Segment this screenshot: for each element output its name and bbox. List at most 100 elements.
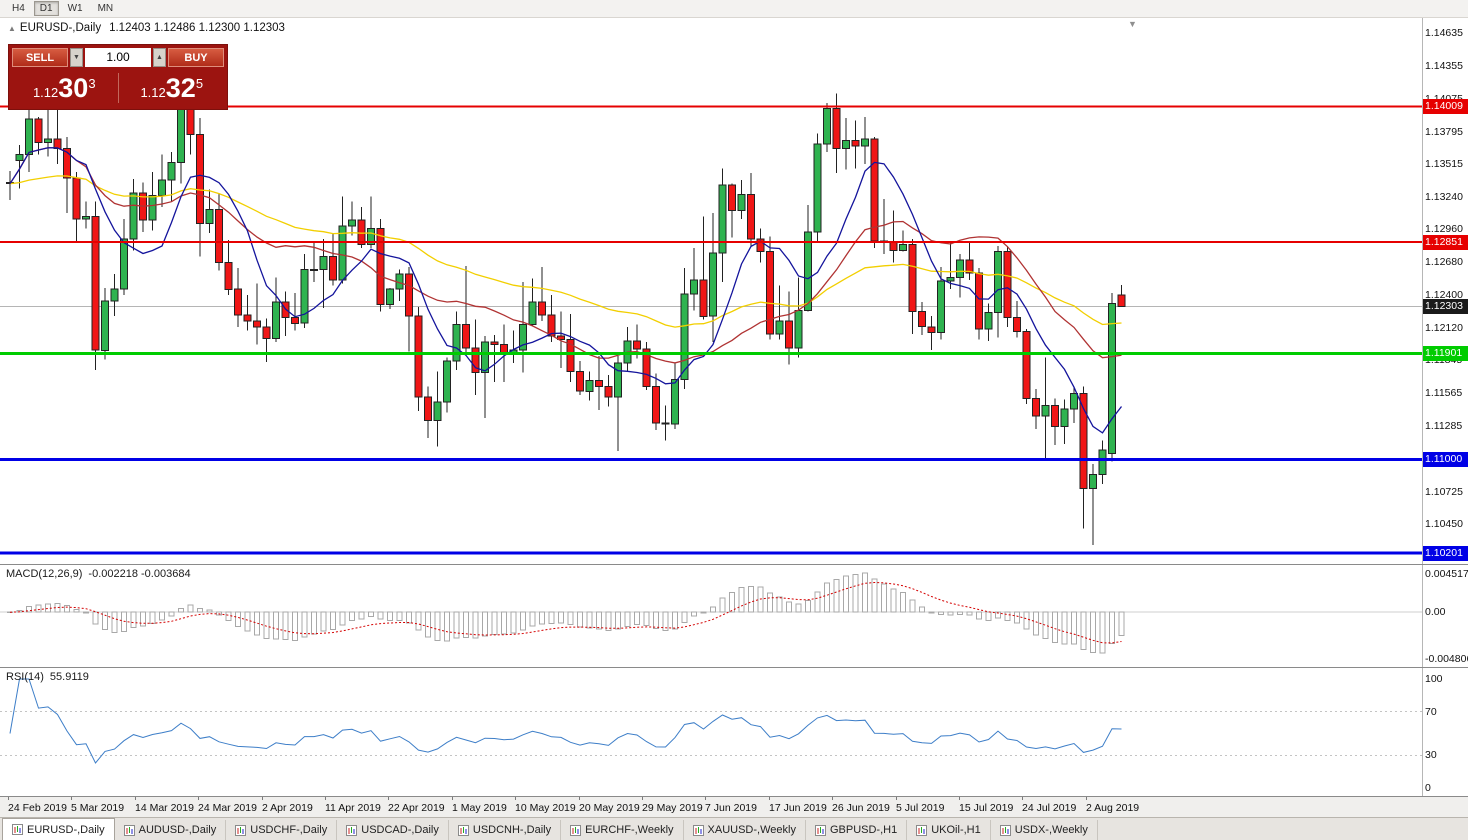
date-label: 24 Jul 2019 <box>1022 802 1077 814</box>
price-axis[interactable]: 1.146351.143551.140751.137951.135151.132… <box>1422 18 1468 564</box>
chart-tab-usdchf-daily[interactable]: USDCHF-,Daily <box>226 820 338 840</box>
one-click-trade-panel: SELL ▼ 1.00 ▲ BUY 1.12303 1.12325 <box>8 44 228 110</box>
chart-tab-eurchf-weekly[interactable]: EURCHF-,Weekly <box>561 820 684 840</box>
trade-panel-controls-row: SELL ▼ 1.00 ▲ BUY <box>12 48 224 67</box>
date-axis[interactable]: 24 Feb 2019 5 Mar 2019 14 Mar 2019 24 Mar 2… <box>0 796 1468 817</box>
date-label: 15 Jul 2019 <box>959 802 1014 814</box>
macd-label: MACD(12,26,9) -0.002218 -0.003684 <box>6 568 191 580</box>
chart-tab-usdcad-daily[interactable]: USDCAD-,Daily <box>337 820 449 840</box>
chart-symbol-label: EURUSD-,Daily <box>19 22 102 34</box>
macd-indicator[interactable] <box>0 565 1422 667</box>
rsi-indicator[interactable] <box>0 668 1422 796</box>
macd-title: MACD(12,26,9) <box>6 568 83 580</box>
rsi-scale-label: 30 <box>1425 749 1437 762</box>
chart-tab-label: EURUSD-,Daily <box>27 823 105 836</box>
date-tick-mark <box>135 797 136 800</box>
chart-icon <box>457 824 469 836</box>
date-label: 29 May 2019 <box>642 802 703 814</box>
candlestick-chart[interactable] <box>0 18 1422 564</box>
date-tick-mark <box>705 797 706 800</box>
rsi-axis: 100 70 30 0 <box>1422 668 1468 796</box>
date-tick-mark <box>579 797 580 800</box>
chart-tab-label: USDCNH-,Daily <box>472 824 552 836</box>
date-tick-mark <box>896 797 897 800</box>
volume-down-button[interactable]: ▼ <box>70 48 83 67</box>
sell-price-superscript: 3 <box>88 76 96 91</box>
current-price-tag: 1.12303 <box>1423 299 1468 314</box>
rsi-scale-label: 0 <box>1425 782 1431 794</box>
chart-tab-usdcnh-daily[interactable]: USDCNH-,Daily <box>449 820 562 840</box>
chart-tab-usdx-weekly[interactable]: USDX-,Weekly <box>991 820 1098 840</box>
macd-axis: 0.004517 0.00 -0.004806 <box>1422 565 1468 667</box>
chart-tab-label: USDX-,Weekly <box>1014 824 1088 836</box>
buy-button[interactable]: BUY <box>168 48 224 67</box>
chart-tab-label: XAUUSD-,Weekly <box>707 824 796 836</box>
date-label: 17 Jun 2019 <box>769 802 827 814</box>
chart-tab-label: USDCAD-,Daily <box>361 824 439 836</box>
buy-price-big: 32 <box>165 73 196 103</box>
macd-panel: MACD(12,26,9) -0.002218 -0.003684 0.00451… <box>0 564 1468 667</box>
rsi-panel: RSI(14) 55.9119 100 70 30 0 <box>0 667 1468 796</box>
date-label: 24 Mar 2019 <box>198 802 257 814</box>
chart-icon <box>570 824 582 836</box>
date-label: 11 Apr 2019 <box>325 802 381 814</box>
price-tick-label: 1.14635 <box>1425 27 1463 39</box>
price-tick-label: 1.12400 <box>1425 289 1463 302</box>
chart-tab-ukoil-h1[interactable]: UKOil-,H1 <box>907 820 991 840</box>
chart-icon <box>346 824 358 836</box>
timeframe-button-d1[interactable]: D1 <box>33 1 59 16</box>
chart-tab-label: USDCHF-,Daily <box>250 824 328 836</box>
buy-price-prefix: 1.12 <box>140 85 166 100</box>
timeframe-button-w1[interactable]: W1 <box>67 3 83 14</box>
price-tick-label: 1.14355 <box>1425 59 1463 72</box>
chart-tab-bar: EURUSD-,Daily AUDUSD-,Daily USDCHF-,Daily U… <box>0 817 1468 840</box>
chart-tab-xauusd-weekly[interactable]: XAUUSD-,Weekly <box>684 820 806 840</box>
chart-ohlc-header: ▲ EURUSD-,Daily 1.12403 1.12486 1.12300 1.… <box>8 22 285 34</box>
timeframe-button-h4[interactable]: H4 <box>12 3 25 14</box>
date-tick-mark <box>1086 797 1087 800</box>
hline-price-tag: 1.10201 <box>1423 545 1468 561</box>
chart-tab-eurusd-daily[interactable]: EURUSD-,Daily <box>2 818 115 840</box>
rsi-label: RSI(14) 55.9119 <box>6 671 89 683</box>
date-tick-mark <box>642 797 643 800</box>
price-tick-label: 1.12120 <box>1425 321 1463 334</box>
date-tick-mark <box>832 797 833 800</box>
trade-panel-divider <box>117 73 119 103</box>
date-label: 2 Apr 2019 <box>262 802 313 814</box>
hline-price-tag: 1.11901 <box>1423 346 1468 362</box>
price-tick-label: 1.10725 <box>1425 485 1463 498</box>
chart-ohlc-values: 1.12403 1.12486 1.12300 1.12303 <box>109 22 285 34</box>
chart-shift-marker-icon[interactable]: ▼ <box>1128 19 1137 29</box>
date-tick-mark <box>198 797 199 800</box>
price-tick-label: 1.12680 <box>1425 256 1463 269</box>
chart-tab-gbpusd-h1[interactable]: GBPUSD-,H1 <box>806 820 908 840</box>
date-tick-mark <box>325 797 326 800</box>
volume-input[interactable]: 1.00 <box>85 48 151 67</box>
date-label: 2 Aug 2019 <box>1086 802 1140 814</box>
chart-icon <box>692 824 704 836</box>
timeframe-toolbar: H4 D1 W1 MN <box>0 0 1468 18</box>
buy-price-display[interactable]: 1.12325 <box>120 70 225 106</box>
chart-tab-audusd-daily[interactable]: AUDUSD-,Daily <box>115 820 227 840</box>
date-label: 20 May 2019 <box>579 802 640 814</box>
trade-panel-collapse-icon[interactable]: ▲ <box>8 24 16 33</box>
date-label: 7 Jun 2019 <box>705 802 757 814</box>
date-tick-mark <box>515 797 516 800</box>
sell-price-prefix: 1.12 <box>32 85 59 100</box>
macd-values: -0.002218 -0.003684 <box>88 568 191 580</box>
volume-up-button[interactable]: ▲ <box>153 48 166 67</box>
sell-button[interactable]: SELL <box>12 48 68 67</box>
price-tick-label: 1.11285 <box>1425 419 1463 432</box>
sell-price-display[interactable]: 1.12303 <box>12 70 117 106</box>
date-label: 5 Mar 2019 <box>71 802 125 814</box>
timeframe-button-mn[interactable]: MN <box>97 3 114 14</box>
rsi-scale-label: 70 <box>1425 705 1437 718</box>
chart-tab-label: GBPUSD-,H1 <box>829 824 898 836</box>
date-label: 24 Feb 2019 <box>8 802 67 814</box>
chart-tab-label: UKOil-,H1 <box>931 824 981 836</box>
price-tick-label: 1.11565 <box>1425 387 1463 399</box>
date-label: 1 May 2019 <box>452 802 507 814</box>
buy-price-superscript: 5 <box>195 76 204 91</box>
rsi-title: RSI(14) <box>6 671 44 683</box>
